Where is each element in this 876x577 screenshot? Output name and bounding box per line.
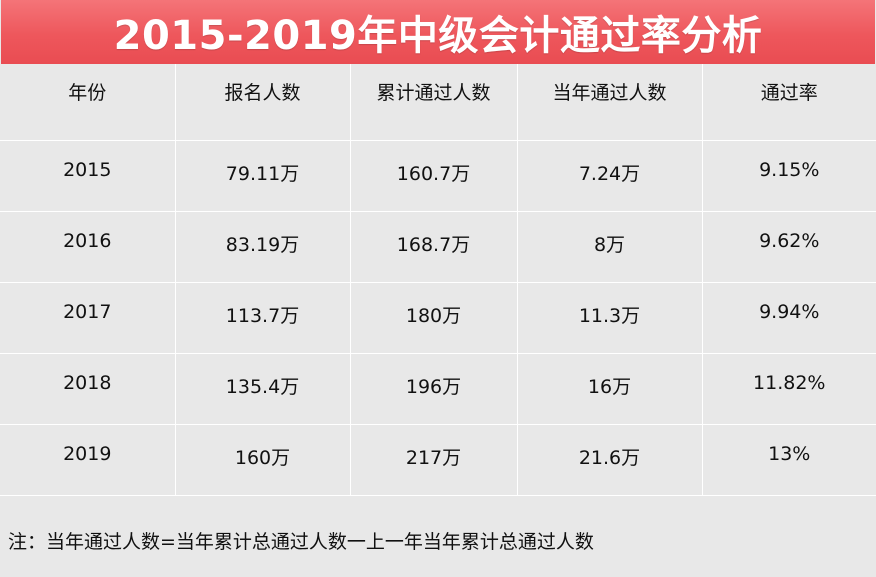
cell-cumulative-passed: 196万	[350, 353, 518, 425]
cell-year: 2017	[0, 282, 176, 354]
header-cumulative-passed: 累计通过人数	[350, 64, 518, 141]
cell-year: 2016	[0, 211, 176, 283]
cell-annual-passed: 7.24万	[517, 140, 703, 212]
table-row: 2016 83.19万 168.7万 8万 9.62%	[0, 211, 876, 283]
cell-registrants: 113.7万	[175, 282, 351, 354]
cell-pass-rate: 13%	[702, 424, 876, 496]
table-header-row: 年份 报名人数 累计通过人数 当年通过人数 通过率	[0, 64, 876, 141]
table-row: 2018 135.4万 196万 16万 11.82%	[0, 353, 876, 425]
cell-year: 2018	[0, 353, 176, 425]
cell-pass-rate: 9.62%	[702, 211, 876, 283]
cell-registrants: 79.11万	[175, 140, 351, 212]
cell-annual-passed: 11.3万	[517, 282, 703, 354]
table-row: 2015 79.11万 160.7万 7.24万 9.15%	[0, 140, 876, 212]
cell-cumulative-passed: 168.7万	[350, 211, 518, 283]
header-annual-passed: 当年通过人数	[517, 64, 703, 141]
table-row: 2019 160万 217万 21.6万 13%	[0, 424, 876, 496]
header-registrants: 报名人数	[175, 64, 351, 141]
cell-pass-rate: 9.15%	[702, 140, 876, 212]
cell-cumulative-passed: 180万	[350, 282, 518, 354]
cell-cumulative-passed: 160.7万	[350, 140, 518, 212]
cell-annual-passed: 21.6万	[517, 424, 703, 496]
header-year: 年份	[0, 64, 176, 141]
cell-annual-passed: 16万	[517, 353, 703, 425]
page-title: 2015-2019年中级会计通过率分析	[1, 0, 875, 64]
pass-rate-table: 年份 报名人数 累计通过人数 当年通过人数 通过率 2015 79.11万 16…	[0, 64, 876, 496]
cell-registrants: 83.19万	[175, 211, 351, 283]
cell-year: 2019	[0, 424, 176, 496]
cell-registrants: 135.4万	[175, 353, 351, 425]
header-pass-rate: 通过率	[702, 64, 876, 141]
table-row: 2017 113.7万 180万 11.3万 9.94%	[0, 282, 876, 354]
cell-year: 2015	[0, 140, 176, 212]
cell-cumulative-passed: 217万	[350, 424, 518, 496]
cell-registrants: 160万	[175, 424, 351, 496]
cell-pass-rate: 11.82%	[702, 353, 876, 425]
cell-annual-passed: 8万	[517, 211, 703, 283]
footnote: 注：当年通过人数=当年累计总通过人数一上一年当年累计总通过人数	[8, 531, 594, 553]
cell-pass-rate: 9.94%	[702, 282, 876, 354]
